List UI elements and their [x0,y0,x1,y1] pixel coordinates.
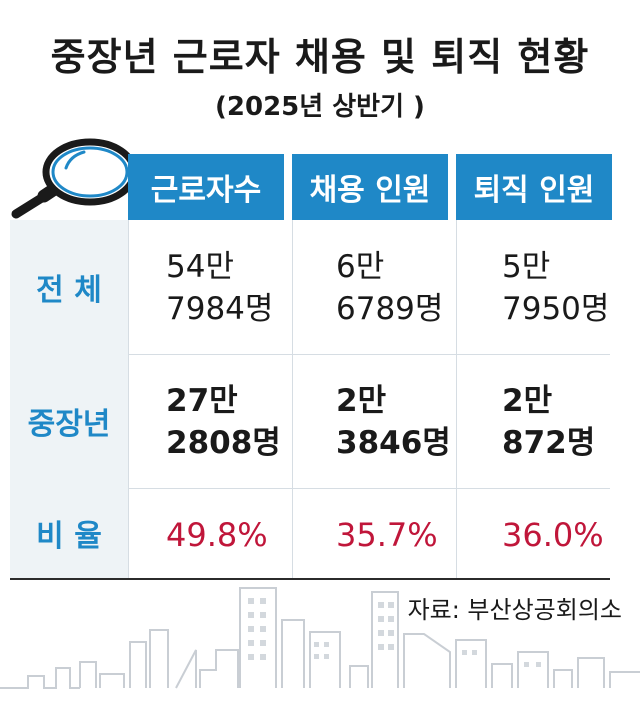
row-separator [128,488,610,489]
row-label-middle-aged: 중장년 [27,407,111,442]
column-separator [456,220,457,578]
cell-middle-aged-retired: 2만 872명 [502,383,596,461]
column-header-retired: 퇴직 인원 [456,154,612,220]
row-label-ratio: 비 율 [36,519,102,554]
cell-total-workers: 54만 7984명 [166,249,274,327]
cell-middle-aged-hired: 2만 3846명 [336,383,451,461]
column-separator [292,220,293,578]
cell-ratio-hired: 35.7% [336,516,438,554]
row-separator [128,354,610,355]
column-header-hired: 채용 인원 [292,154,448,220]
cell-middle-aged-workers: 27만 2808명 [166,383,281,461]
page-title: 중장년 근로자 채용 및 퇴직 현황 [50,35,590,79]
cell-total-hired: 6만 6789명 [336,249,444,327]
city-skyline-illustration [0,587,640,689]
column-separator [128,220,129,578]
table-bottom-line [10,578,610,580]
row-label-total: 전 체 [36,273,102,308]
cell-ratio-retired: 36.0% [502,516,604,554]
page-subtitle: (2025년 상반기 ) [215,92,425,122]
source-note: 자료: 부산상공회의소 [407,596,622,624]
magnifier-icon [11,138,134,219]
cell-ratio-workers: 49.8% [166,516,268,554]
row-label-band [10,220,128,578]
cell-total-retired: 5만 7950명 [502,249,610,327]
column-header-workers: 근로자수 [128,154,284,220]
